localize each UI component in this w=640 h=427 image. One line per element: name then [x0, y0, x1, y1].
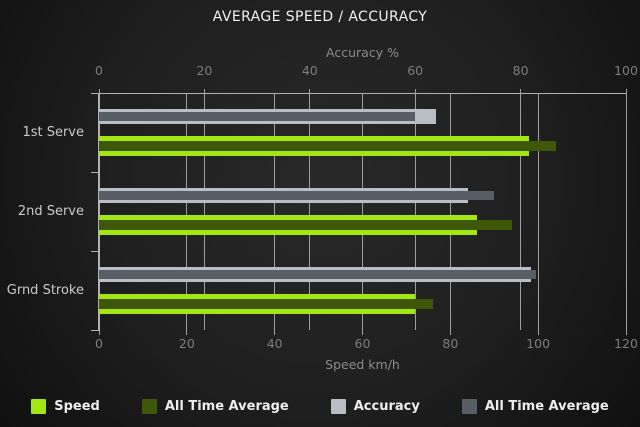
top-axis-spine — [98, 93, 626, 94]
y-axis-spine — [98, 93, 100, 331]
legend-label: Accuracy — [353, 399, 420, 414]
top-axis-tick-label: 60 — [407, 63, 424, 78]
top-axis-tick-label: 100 — [614, 63, 638, 78]
legend-swatch-icon — [141, 399, 157, 414]
bottom-axis-tick-label: 20 — [178, 336, 195, 351]
bottom-axis-gridline — [625, 93, 627, 335]
bar-speed-all-time-average — [99, 141, 556, 151]
legend-swatch-icon — [330, 399, 346, 414]
bottom-axis-title: Speed km/h — [325, 357, 400, 372]
bottom-axis-tick-label: 40 — [266, 336, 283, 351]
bar-accuracy-all-time-average — [99, 191, 495, 200]
bottom-axis-gridline — [274, 93, 276, 335]
y-axis-tick — [91, 172, 99, 173]
y-axis-tick — [91, 330, 99, 331]
bar-accuracy-all-time-average — [99, 112, 416, 121]
top-axis-gridline — [309, 89, 311, 330]
y-axis-tick — [91, 251, 99, 252]
bar-accuracy-all-time-average — [99, 270, 537, 279]
legend-swatch-icon — [31, 399, 47, 414]
top-axis-gridline — [414, 89, 416, 330]
bottom-axis-tick-label: 60 — [354, 336, 371, 351]
legend-label: All Time Average — [484, 399, 609, 414]
bottom-axis-gridline — [186, 93, 188, 335]
legend-item: Speed — [31, 399, 100, 414]
bottom-axis-tick-label: 80 — [442, 336, 459, 351]
top-axis-tick-label: 40 — [301, 63, 318, 78]
legend-item: Accuracy — [330, 399, 420, 414]
top-axis-tick-label: 80 — [512, 63, 529, 78]
top-axis-title: Accuracy % — [326, 45, 399, 60]
bar-speed-all-time-average — [99, 299, 433, 309]
top-axis-gridline — [520, 89, 522, 330]
category-label: Grnd Stroke — [6, 283, 84, 298]
top-axis-tick-label: 0 — [95, 63, 103, 78]
legend-label: Speed — [54, 399, 100, 414]
legend-item: All Time Average — [141, 399, 289, 414]
bottom-axis-gridline — [537, 93, 539, 335]
category-label: 2nd Serve — [17, 204, 84, 219]
bottom-axis-tick-label: 100 — [526, 336, 551, 351]
bottom-axis-tick-label: 120 — [614, 336, 638, 351]
legend-swatch-icon — [461, 399, 477, 414]
chart-title: AVERAGE SPEED / ACCURACY — [212, 9, 428, 25]
top-axis-gridline — [203, 89, 205, 330]
bottom-axis-tick-label: 0 — [95, 336, 103, 351]
bar-speed-all-time-average — [99, 220, 512, 230]
legend-label: All Time Average — [164, 399, 289, 414]
legend-item: All Time Average — [461, 399, 609, 414]
bottom-axis-gridline — [362, 93, 363, 335]
bottom-axis-gridline — [449, 93, 451, 335]
top-axis-tick-label: 20 — [196, 63, 213, 78]
y-axis-tick — [91, 93, 99, 94]
category-label: 1st Serve — [22, 125, 84, 140]
legend: Speed All Time Average Accuracy All Time Av… — [0, 398, 640, 415]
